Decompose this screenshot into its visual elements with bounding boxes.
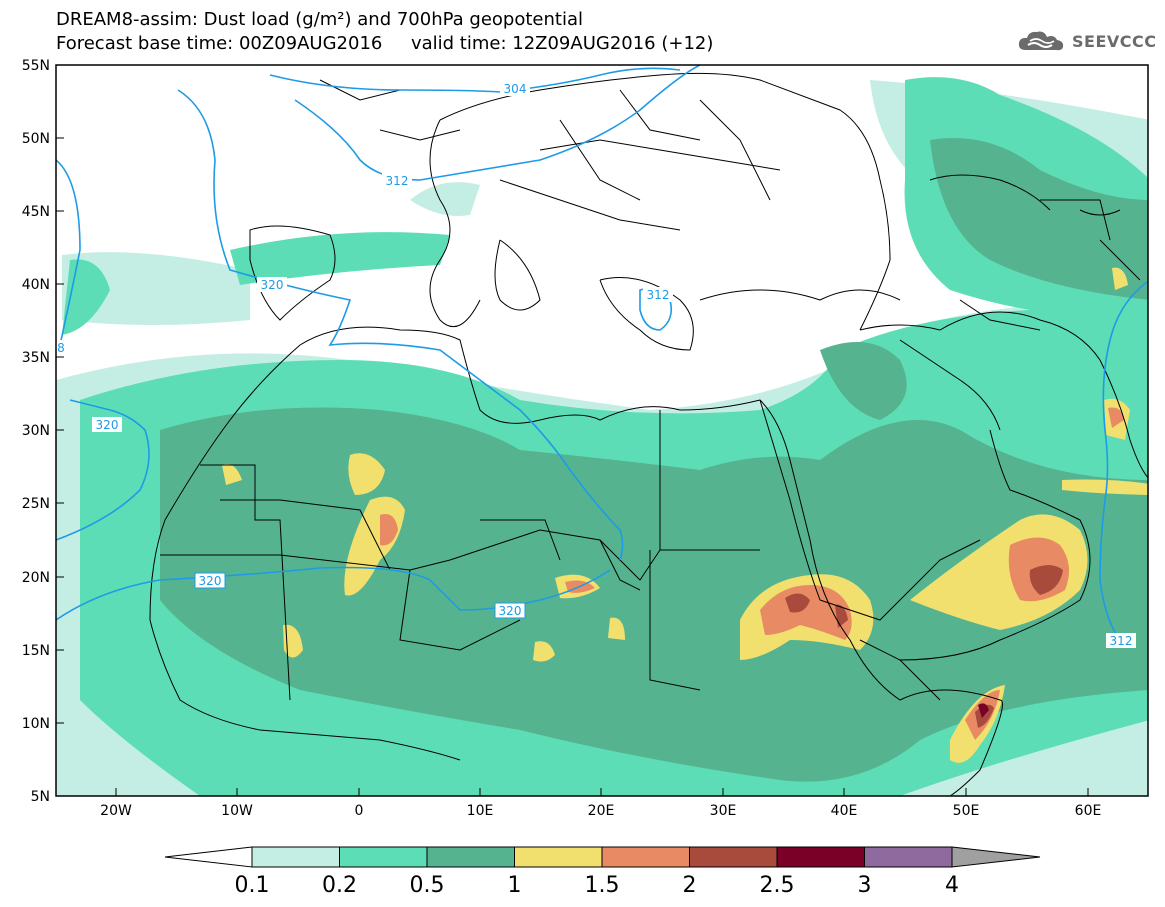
lat-label: 50N	[22, 131, 50, 147]
contour-label: 312	[386, 174, 409, 188]
geopotential-contours	[56, 65, 1148, 641]
map-title: DREAM8-assim: Dust load (g/m²) and 700hP…	[56, 9, 583, 30]
dust-band-0.5	[160, 138, 1148, 782]
lon-label: 0	[355, 803, 364, 819]
contour-label: 320	[199, 574, 222, 588]
dust-band-2.5	[978, 703, 989, 718]
lon-label: 20E	[588, 803, 615, 819]
cloud-icon	[1018, 31, 1064, 51]
lat-label: 30N	[22, 423, 50, 439]
colorbar-swatch	[426, 846, 515, 868]
lat-label: 10N	[22, 716, 50, 732]
colorbar-label: 3	[858, 873, 872, 898]
country-borders	[149, 72, 1148, 796]
colorbar-label: 1	[508, 873, 522, 898]
colorbar-swatch	[514, 846, 603, 868]
contour-label: 304	[504, 82, 527, 96]
colorbar-swatch	[601, 846, 690, 868]
lon-label: 30E	[710, 803, 737, 819]
colorbar-swatch	[776, 846, 865, 868]
colorbar-swatch	[339, 846, 428, 868]
colorbar-over-arrow	[951, 846, 1041, 868]
colorbar-label: 2.5	[760, 873, 795, 898]
lon-label: 40E	[831, 803, 858, 819]
contour-label: 320	[499, 604, 522, 618]
lat-label: 45N	[22, 204, 50, 220]
colorbar-label: 0.1	[235, 873, 270, 898]
lon-label: 60E	[1075, 803, 1102, 819]
lat-label: 35N	[22, 350, 50, 366]
seevccc-logo: SEEVCCC	[1016, 28, 1157, 54]
colorbar: 0.1 0.2 0.5 1 1.5 2 2.5 3 4	[164, 846, 1041, 898]
contour-label: 320	[0, 0, 2, 1]
colorbar-label: 4	[945, 873, 959, 898]
colorbar-swatch	[689, 846, 778, 868]
colorbar-under-arrow	[164, 846, 253, 868]
colorbar-swatch	[251, 846, 340, 868]
lon-label: 20W	[100, 803, 132, 819]
lat-label: 5N	[31, 789, 50, 805]
colorbar-label: 0.2	[322, 873, 357, 898]
colorbar-swatch	[864, 846, 953, 868]
lon-label: 10W	[221, 803, 253, 819]
logo-text: SEEVCCC	[1072, 31, 1157, 51]
lon-label: 50E	[953, 803, 980, 819]
map-subtitle: Forecast base time: 00Z09AUG2016 valid t…	[56, 33, 714, 54]
lat-label: 15N	[22, 643, 50, 659]
colorbar-label: 2	[683, 873, 697, 898]
lat-label: 25N	[22, 496, 50, 512]
contour-label: 320	[261, 278, 284, 292]
lat-label: 20N	[22, 570, 50, 586]
contour-label: 312	[1110, 634, 1133, 648]
contour-label: 312	[647, 288, 670, 302]
lon-label: 10E	[467, 803, 494, 819]
contour-label: 320	[96, 418, 119, 432]
lon-axis: 20W 10W 0 10E 20E 30E 40E 50E 60E	[100, 788, 1101, 819]
lat-label: 40N	[22, 277, 50, 293]
colorbar-label: 1.5	[585, 873, 620, 898]
contour-label: 8	[57, 341, 65, 355]
map-plot	[56, 65, 1148, 796]
lat-axis: 55N 50N 45N 40N 35N 30N 25N 20N 15N 10N …	[22, 58, 64, 805]
lat-label: 55N	[22, 58, 50, 74]
contour-labels: 304 312 320 320 312 320 320 320 312 8	[0, 0, 1133, 648]
colorbar-label: 0.5	[410, 873, 445, 898]
